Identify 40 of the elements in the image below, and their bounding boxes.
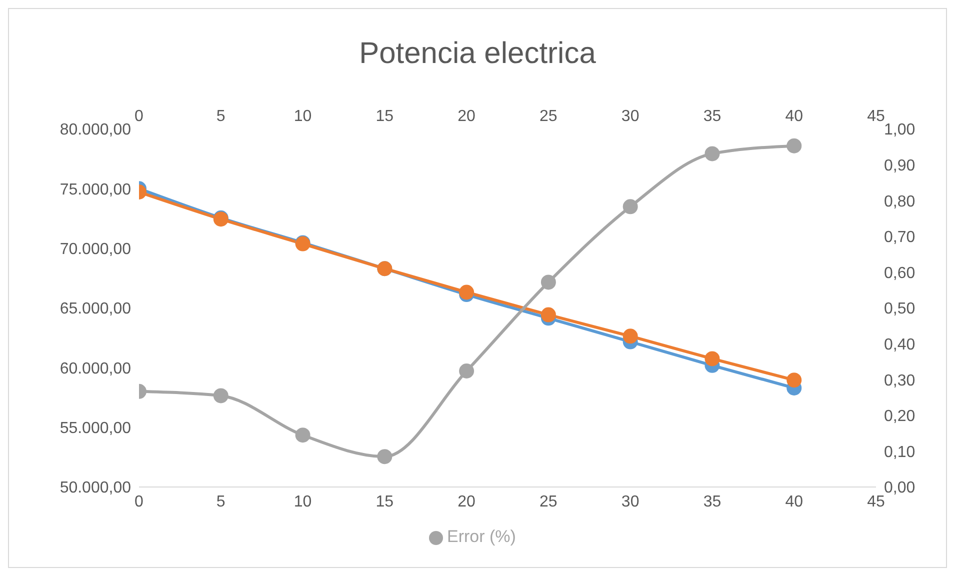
x2-tick-label: 25 (540, 108, 558, 125)
y2-tick-label: 0,80 (884, 193, 916, 210)
y-tick-label: 70.000,00 (60, 241, 132, 258)
chart-title: Potencia electrica (358, 37, 597, 71)
x-tick-label: 20 (458, 493, 476, 510)
y-tick-label: 60.000,00 (60, 360, 132, 378)
y2-tick-label: 0,70 (884, 229, 916, 246)
y2-tick-label: 0,30 (884, 372, 916, 390)
x2-tick-label: 5 (216, 108, 226, 125)
x-tick-label: 45 (867, 493, 885, 510)
x2-tick-label: 45 (867, 108, 885, 125)
y-tick-label: 55.000,00 (60, 420, 132, 438)
x-tick-label: 0 (134, 493, 144, 510)
x-tick-label: 5 (216, 493, 226, 510)
x-tick-label: 40 (785, 493, 804, 510)
x-tick-label: 10 (294, 493, 312, 510)
x-tick-label: 25 (540, 493, 558, 510)
x2-tick-label: 15 (376, 108, 394, 125)
y2-tick-label: 0,10 (884, 444, 916, 461)
y-tick-label: 80.000,00 (60, 122, 132, 139)
x2-tick-label: 20 (458, 108, 476, 125)
x2-tick-label: 35 (703, 108, 722, 125)
y-tick-label: 65.000,00 (60, 300, 132, 318)
y2-tick-label: 0,40 (884, 336, 916, 354)
y2-tick-label: 0,20 (884, 408, 916, 426)
x2-tick-label: 30 (621, 108, 640, 125)
x-tick-label: 35 (703, 493, 722, 510)
x-tick-label: 30 (621, 493, 640, 510)
y2-tick-label: 1,00 (884, 122, 916, 139)
x2-tick-label: 40 (785, 108, 804, 125)
y2-tick-label: 0,60 (884, 264, 916, 282)
y2-tick-label: 0,90 (884, 157, 916, 174)
y-tick-label: 75.000,00 (60, 181, 132, 198)
y2-tick-label: 0,00 (884, 480, 916, 497)
y-tick-label: 50.000,00 (60, 480, 132, 497)
x2-tick-label: 10 (294, 108, 312, 125)
legend-label: Error (%) (447, 527, 516, 546)
x-tick-label: 15 (376, 493, 394, 510)
y2-tick-label: 0,50 (884, 300, 916, 318)
x2-tick-label: 0 (134, 108, 144, 125)
